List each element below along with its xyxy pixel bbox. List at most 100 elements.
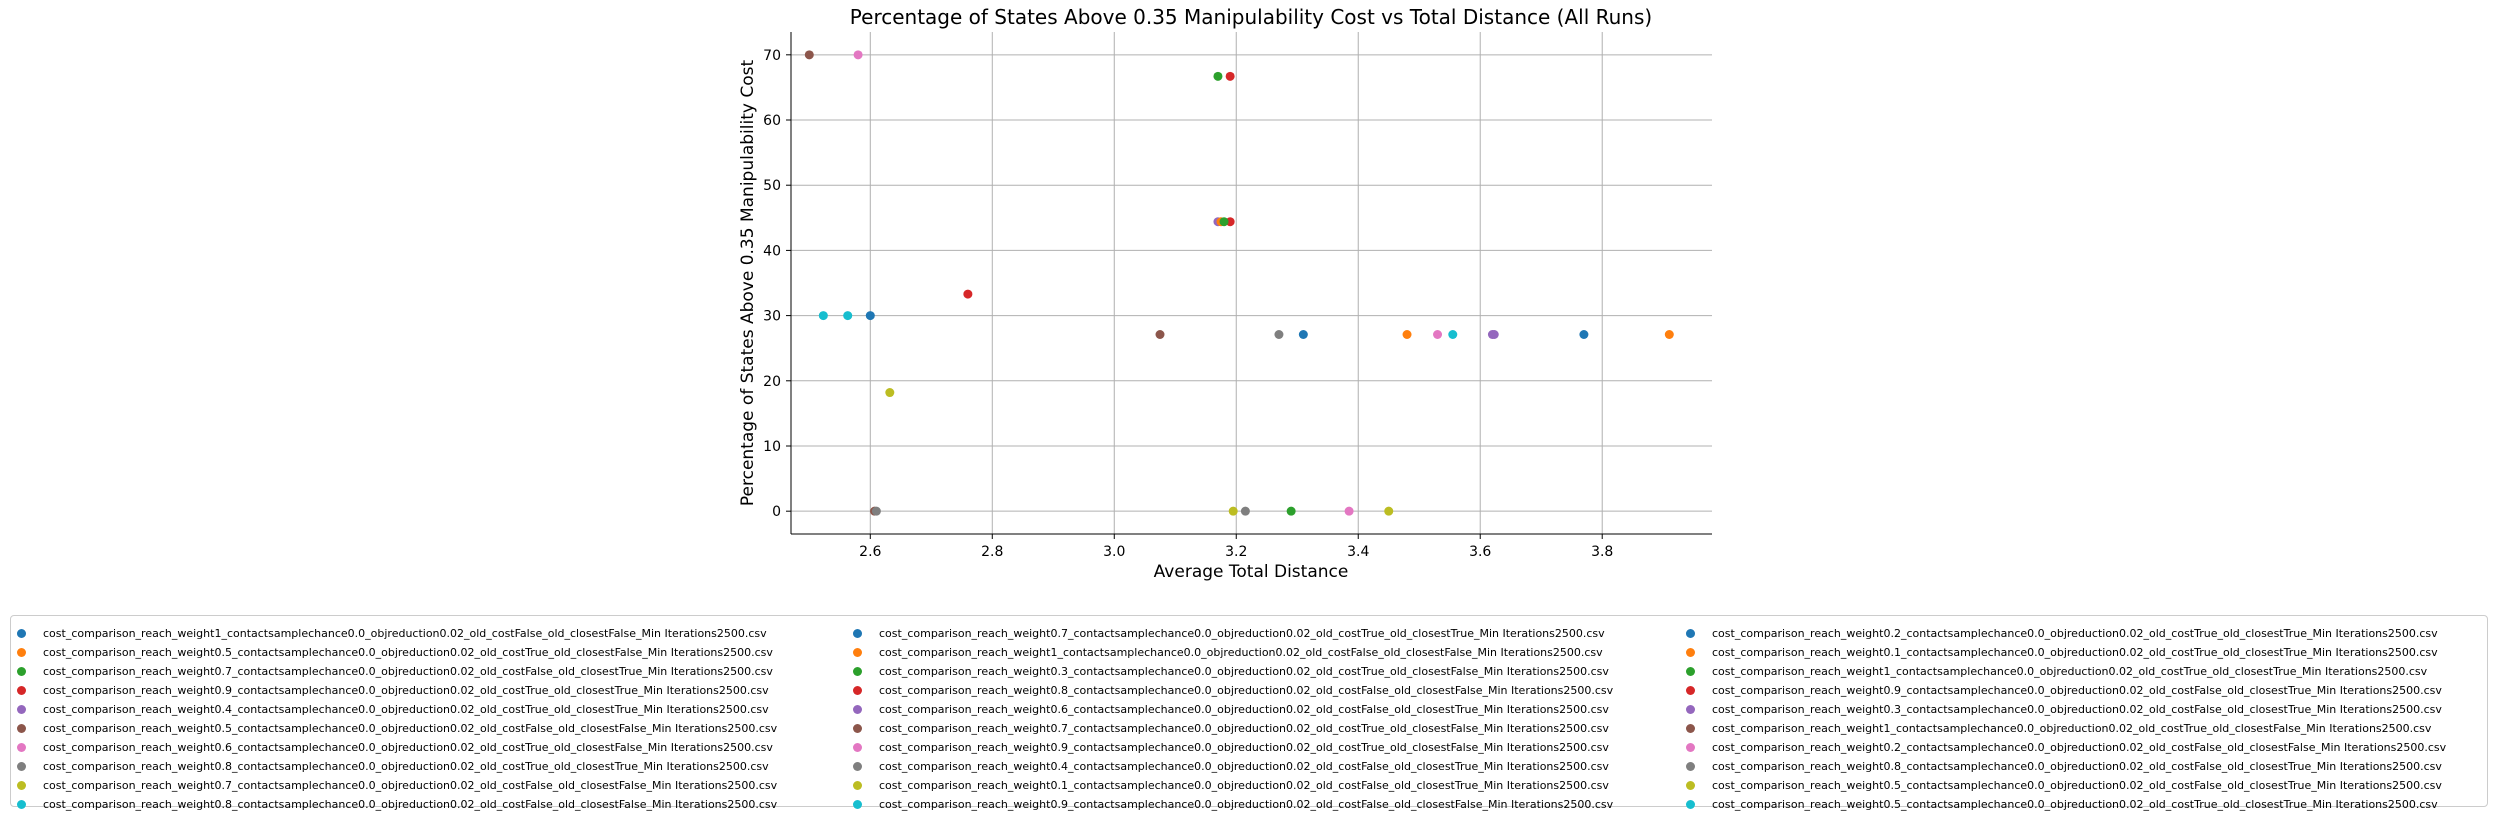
legend-label: cost_comparison_reach_weight0.6_contacts…: [43, 741, 773, 754]
legend-marker: [853, 743, 862, 752]
scatter-point: [1225, 71, 1235, 81]
legend-marker: [853, 686, 862, 695]
legend-label: cost_comparison_reach_weight0.7_contacts…: [879, 722, 1609, 735]
legend-entry: cost_comparison_reach_weight0.6_contacts…: [11, 738, 777, 757]
legend-marker: [1686, 629, 1695, 638]
legend-marker: [17, 648, 26, 657]
legend-marker: [853, 629, 862, 638]
legend-label: cost_comparison_reach_weight0.6_contacts…: [879, 703, 1609, 716]
y-tick-label: 10: [763, 439, 781, 455]
legend-marker: [1686, 743, 1695, 752]
scatter-point: [843, 311, 853, 321]
y-tick-label: 30: [763, 309, 781, 325]
legend-label: cost_comparison_reach_weight0.2_contacts…: [1712, 741, 2447, 754]
legend-marker: [853, 781, 862, 790]
legend-marker: [17, 629, 26, 638]
x-tick-label: 3.2: [1225, 544, 1247, 560]
scatter-point: [1228, 506, 1238, 516]
scatter-point: [1384, 506, 1394, 516]
legend-label: cost_comparison_reach_weight0.9_contacts…: [879, 741, 1609, 754]
legend-entry: cost_comparison_reach_weight0.5_contacts…: [1680, 795, 2446, 814]
legend-marker: [853, 667, 862, 676]
x-tick-label: 2.8: [981, 544, 1003, 560]
legend-marker: [853, 705, 862, 714]
scatter-point: [1155, 330, 1165, 340]
legend-marker: [853, 762, 862, 771]
legend-label: cost_comparison_reach_weight0.7_contacts…: [43, 665, 773, 678]
scatter-point: [865, 311, 875, 321]
legend-label: cost_comparison_reach_weight0.5_contacts…: [1712, 798, 2438, 811]
scatter-point: [1213, 71, 1223, 81]
legend-entry: cost_comparison_reach_weight0.7_contacts…: [11, 776, 777, 795]
legend-entry: cost_comparison_reach_weight0.7_contacts…: [11, 662, 777, 681]
legend-entry: cost_comparison_reach_weight0.9_contacts…: [11, 681, 777, 700]
legend-label: cost_comparison_reach_weight0.5_contacts…: [43, 722, 778, 735]
chart-canvas: 2.6 2.8 3.0 3.2 3.4 3.6 3.8 0 10 20 30 40 50 60 70 Pe…: [738, 5, 1712, 582]
scatter-point: [963, 289, 973, 299]
legend-column: cost_comparison_reach_weight0.7_contacts…: [847, 624, 1613, 814]
scatter-point: [1286, 506, 1296, 516]
legend-label: cost_comparison_reach_weight0.4_contacts…: [43, 703, 769, 716]
scatter-point: [1489, 330, 1499, 340]
chart-title: Percentage of States Above 0.35 Manipula…: [850, 5, 1652, 29]
x-tick-label: 3.6: [1469, 544, 1491, 560]
legend-marker: [1686, 667, 1695, 676]
grid-lines: [791, 32, 1712, 534]
legend-marker: [1686, 781, 1695, 790]
legend-label: cost_comparison_reach_weight0.8_contacts…: [1712, 760, 2442, 773]
legend-marker: [1686, 705, 1695, 714]
chart-legend: cost_comparison_reach_weight1_contactsam…: [10, 615, 2488, 811]
x-ticks: 2.6 2.8 3.0 3.2 3.4 3.6 3.8: [859, 534, 1613, 560]
scatter-point: [853, 50, 863, 60]
legend-entry: cost_comparison_reach_weight0.1_contacts…: [1680, 643, 2446, 662]
legend-label: cost_comparison_reach_weight1_contactsam…: [879, 646, 1603, 659]
legend-marker: [1686, 800, 1695, 809]
scatter-point: [885, 388, 895, 398]
scatter-point: [1240, 506, 1250, 516]
scatter-point: [1433, 330, 1443, 340]
legend-label: cost_comparison_reach_weight1_contactsam…: [43, 627, 767, 640]
x-tick-label: 3.8: [1591, 544, 1613, 560]
axes-spines: [790, 32, 1712, 535]
legend-label: cost_comparison_reach_weight0.7_contacts…: [43, 779, 778, 792]
legend-label: cost_comparison_reach_weight0.1_contacts…: [1712, 646, 2438, 659]
y-axis-label: Percentage of States Above 0.35 Manipula…: [738, 60, 758, 507]
y-tick-label: 40: [763, 243, 781, 259]
legend-label: cost_comparison_reach_weight0.7_contacts…: [879, 627, 1605, 640]
scatter-point: [818, 311, 828, 321]
legend-marker: [853, 648, 862, 657]
legend-entry: cost_comparison_reach_weight0.7_contacts…: [847, 624, 1613, 643]
legend-marker: [17, 724, 26, 733]
y-ticks: 0 10 20 30 40 50 60 70: [763, 48, 791, 520]
legend-label: cost_comparison_reach_weight0.9_contacts…: [43, 684, 769, 697]
legend-label: cost_comparison_reach_weight0.1_contacts…: [879, 779, 1609, 792]
x-tick-label: 3.4: [1347, 544, 1369, 560]
scatter-point: [1579, 330, 1589, 340]
scatter-point: [871, 506, 881, 516]
legend-label: cost_comparison_reach_weight0.3_contacts…: [1712, 703, 2442, 716]
scatter-points: [804, 50, 1674, 516]
legend-entry: cost_comparison_reach_weight0.9_contacts…: [847, 795, 1613, 814]
legend-marker: [17, 800, 26, 809]
legend-marker: [853, 800, 862, 809]
legend-entry: cost_comparison_reach_weight0.5_contacts…: [11, 719, 777, 738]
legend-marker: [17, 781, 26, 790]
y-tick-label: 50: [763, 178, 781, 194]
y-tick-label: 60: [763, 113, 781, 129]
legend-entry: cost_comparison_reach_weight0.8_contacts…: [847, 681, 1613, 700]
y-tick-label: 20: [763, 374, 781, 390]
legend-entry: cost_comparison_reach_weight1_contactsam…: [1680, 719, 2446, 738]
legend-entry: cost_comparison_reach_weight0.3_contacts…: [847, 662, 1613, 681]
legend-label: cost_comparison_reach_weight0.5_contacts…: [43, 646, 773, 659]
scatter-point: [1448, 330, 1458, 340]
scatter-point: [1402, 330, 1412, 340]
legend-marker: [1686, 762, 1695, 771]
scatter-point: [804, 50, 814, 60]
legend-label: cost_comparison_reach_weight0.8_contacts…: [879, 684, 1614, 697]
legend-entry: cost_comparison_reach_weight0.6_contacts…: [847, 700, 1613, 719]
legend-marker: [17, 743, 26, 752]
legend-label: cost_comparison_reach_weight0.9_contacts…: [879, 798, 1614, 811]
legend-marker: [1686, 648, 1695, 657]
legend-entry: cost_comparison_reach_weight1_contactsam…: [1680, 662, 2446, 681]
x-axis-label: Average Total Distance: [1154, 562, 1349, 582]
